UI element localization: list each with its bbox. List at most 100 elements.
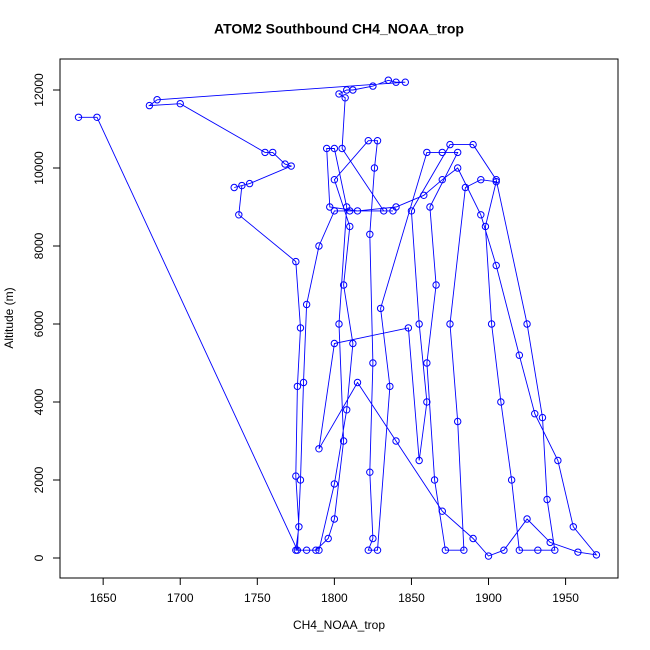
data-point [296,476,305,484]
data-point [349,86,357,94]
data-point [392,203,400,211]
x-tick-label: 1850 [398,591,425,605]
data-point [441,546,450,554]
y-tick-label: 2000 [32,466,46,493]
data-point [554,456,562,465]
data-point [569,523,577,531]
data-point [420,191,428,200]
data-point [315,445,323,453]
data-point [426,203,434,211]
data-point [230,183,238,192]
data-point [386,382,394,391]
data-point [335,90,343,98]
data-point [534,546,542,554]
y-tick-label: 10000 [32,151,46,185]
data-point [430,476,439,484]
data-point [438,176,446,184]
data-point [364,137,372,145]
data-point [515,351,524,359]
data-point [338,144,346,153]
data-point [302,546,311,554]
data-point [492,176,500,184]
data-point [292,257,300,266]
data-point [335,320,343,328]
x-axis-label: CH4_NOAA_trop [293,618,385,632]
data-point [176,99,184,108]
data-point [446,320,454,328]
data-point [326,203,334,211]
data-point [369,82,377,90]
data-point [324,534,332,543]
data-point [376,304,385,313]
data-point [369,534,377,543]
y-tick-label: 6000 [32,310,46,337]
data-point [74,113,83,122]
data-point [293,382,302,391]
x-tick-label: 1650 [90,591,117,605]
data-point [487,320,496,328]
data-point [469,534,477,543]
data-point [93,113,101,122]
data-point [373,137,382,145]
data-point [551,546,559,554]
data-point [343,203,351,211]
data-point [296,324,305,332]
data-point [515,546,524,554]
data-point [546,538,554,547]
data-point [523,320,531,328]
data-point [481,222,490,231]
data-point [453,148,462,157]
data-point [330,515,339,523]
data-point [543,495,551,504]
data-point [330,144,339,153]
data-point [407,207,416,215]
x-tick-label: 1700 [167,591,194,605]
x-tick-label: 1950 [552,591,579,605]
data-point [292,546,300,554]
data-point [438,148,446,157]
data-point [330,339,339,348]
data-point [261,148,269,157]
data-point [484,552,493,560]
data-point [287,162,295,170]
data-point [299,378,308,387]
y-tick-label: 8000 [32,232,46,259]
data-point [574,548,582,556]
y-tick-label: 4000 [32,388,46,415]
data-point [492,261,500,270]
y-tick-label: 0 [32,554,46,561]
data-point [469,140,477,149]
data-point [369,359,377,367]
data-point [245,179,254,188]
data-point [453,417,462,426]
data-point [312,546,320,554]
data-point [401,78,409,86]
data-point [392,437,400,445]
series-line [78,79,598,557]
data-point [461,183,470,192]
data-point [523,515,531,523]
data-point [366,230,374,239]
data-point [302,300,311,309]
data-point [507,476,516,484]
data-point [453,164,462,172]
data-point [423,359,431,367]
data-point [353,378,362,387]
data-point [349,339,357,348]
data-point [415,320,423,328]
data-point [269,148,277,157]
data-point [592,551,601,559]
data-point [373,546,382,554]
data-point [370,164,379,172]
data-point [538,413,547,422]
data-point [497,398,505,406]
data-point [364,546,372,554]
data-point [315,546,323,554]
data-point [235,211,243,219]
data-point [145,101,154,110]
data-point [341,94,349,102]
chart-title: ATOM2 Southbound CH4_NOAA_trop [214,21,464,37]
data-point [292,472,300,480]
data-point [339,437,348,445]
